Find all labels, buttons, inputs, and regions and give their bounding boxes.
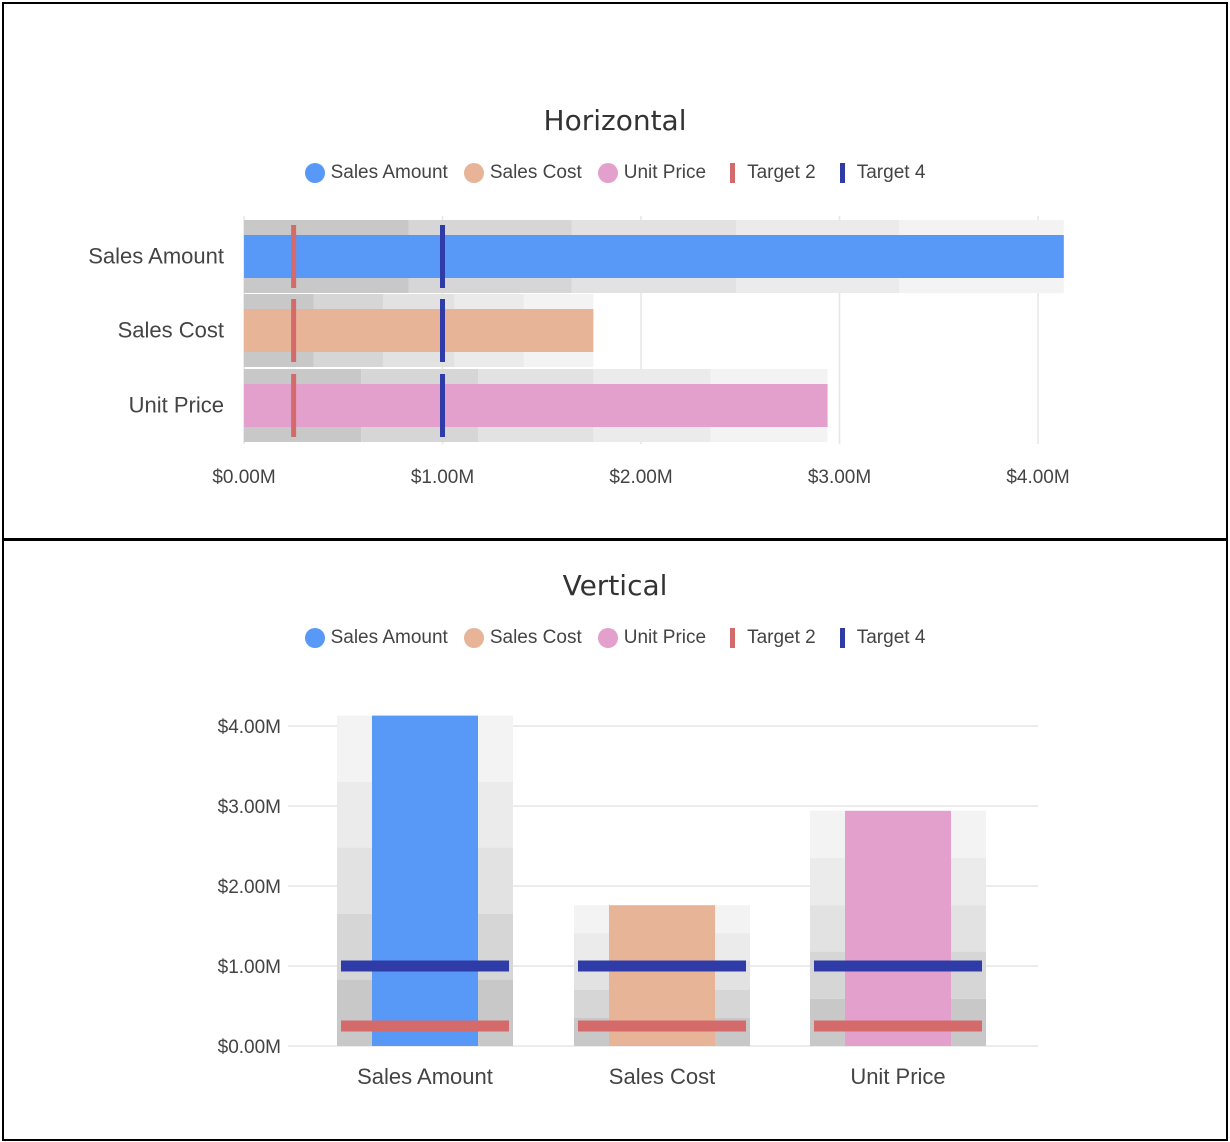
- target-marker-target-4: [814, 960, 982, 972]
- target-marker-target-2: [814, 1020, 982, 1032]
- horizontal-chart-panel: Horizontal Sales Amount Sales Cost Unit Pr…: [2, 2, 1228, 542]
- legend-swatch: [730, 163, 736, 183]
- legend-item-target-2[interactable]: Target 2: [722, 627, 816, 649]
- chart-title: Horizontal: [543, 104, 687, 137]
- target-marker-target-4: [440, 225, 445, 288]
- y-tick-label: $4.00M: [218, 717, 281, 738]
- legend-label: Unit Price: [623, 162, 707, 183]
- legend-item-sales-amount[interactable]: Sales Amount: [304, 162, 448, 184]
- target-marker-target-4: [440, 299, 445, 362]
- bar-sales-amount: [244, 235, 1064, 278]
- x-tick-label: $1.00M: [411, 467, 474, 488]
- legend-item-target-4[interactable]: Target 4: [832, 627, 926, 649]
- legend-label: Target 4: [856, 627, 926, 648]
- legend-label: Sales Amount: [330, 162, 448, 183]
- y-tick-label: $2.00M: [218, 877, 281, 898]
- chart-legend: Sales Amount Sales Cost Unit Price Target 2…: [4, 162, 1226, 184]
- chart-title: Vertical: [562, 569, 668, 602]
- target-marker-target-2: [291, 299, 297, 362]
- target-marker-target-2: [291, 374, 297, 437]
- chart-legend: Sales Amount Sales Cost Unit Price Target 2…: [4, 627, 1226, 649]
- legend-label: Target 2: [747, 627, 816, 648]
- legend-item-sales-cost[interactable]: Sales Cost: [463, 627, 582, 649]
- category-label: Sales Cost: [118, 318, 224, 343]
- legend-label: Sales Amount: [330, 627, 448, 648]
- y-tick-label: $3.00M: [218, 797, 281, 818]
- legend-swatch: [839, 163, 845, 183]
- category-label: Sales Amount: [88, 244, 224, 269]
- x-tick-label: $4.00M: [1006, 467, 1069, 488]
- legend-item-sales-amount[interactable]: Sales Amount: [304, 627, 448, 649]
- legend-swatch: [463, 163, 484, 183]
- legend-item-unit-price[interactable]: Unit Price: [597, 162, 707, 184]
- category-label: Sales Cost: [609, 1064, 715, 1089]
- legend-label: Sales Cost: [489, 162, 582, 183]
- target-marker-target-4: [578, 960, 746, 972]
- legend-item-sales-cost[interactable]: Sales Cost: [463, 162, 582, 184]
- legend-label: Unit Price: [623, 627, 707, 648]
- target-marker-target-4: [440, 374, 445, 437]
- category-label: Sales Amount: [357, 1064, 493, 1089]
- y-tick-label: $0.00M: [218, 1037, 281, 1058]
- legend-swatch: [839, 628, 845, 648]
- vertical-bullet-chart: $0.00M $1.00M $2.00M $3.00M $4.00M Sales Amou…: [218, 715, 1038, 1089]
- x-tick-label: $0.00M: [212, 467, 275, 488]
- legend-swatch: [304, 628, 325, 648]
- target-marker-target-2: [291, 225, 297, 288]
- legend-swatch: [597, 163, 618, 183]
- bar-sales-amount: [372, 715, 478, 1046]
- target-marker-target-2: [578, 1020, 746, 1032]
- legend-label: Target 4: [856, 162, 926, 183]
- legend-item-target-4[interactable]: Target 4: [832, 162, 926, 184]
- legend-item-target-2[interactable]: Target 2: [722, 162, 816, 184]
- y-tick-label: $1.00M: [218, 957, 281, 978]
- target-marker-target-2: [341, 1020, 509, 1032]
- bar-unit-price: [845, 810, 951, 1046]
- target-marker-target-4: [341, 960, 509, 972]
- legend-swatch: [597, 628, 618, 648]
- legend-label: Target 2: [747, 162, 816, 183]
- x-tick-label: $3.00M: [808, 467, 871, 488]
- category-label: Unit Price: [129, 393, 224, 418]
- legend-swatch: [304, 163, 325, 183]
- x-tick-label: $2.00M: [609, 467, 672, 488]
- legend-swatch: [730, 628, 736, 648]
- legend-label: Sales Cost: [489, 627, 582, 648]
- vertical-chart-panel: Vertical Sales Amount Sales Cost Unit Pric…: [2, 538, 1228, 1141]
- bar-unit-price: [244, 384, 828, 427]
- horizontal-bullet-chart: Sales Amount Sales Cost Unit Price $0.00M $1…: [88, 216, 1070, 488]
- category-label: Unit Price: [850, 1064, 945, 1089]
- bar-sales-cost: [244, 309, 594, 352]
- legend-item-unit-price[interactable]: Unit Price: [597, 627, 707, 649]
- legend-swatch: [463, 628, 484, 648]
